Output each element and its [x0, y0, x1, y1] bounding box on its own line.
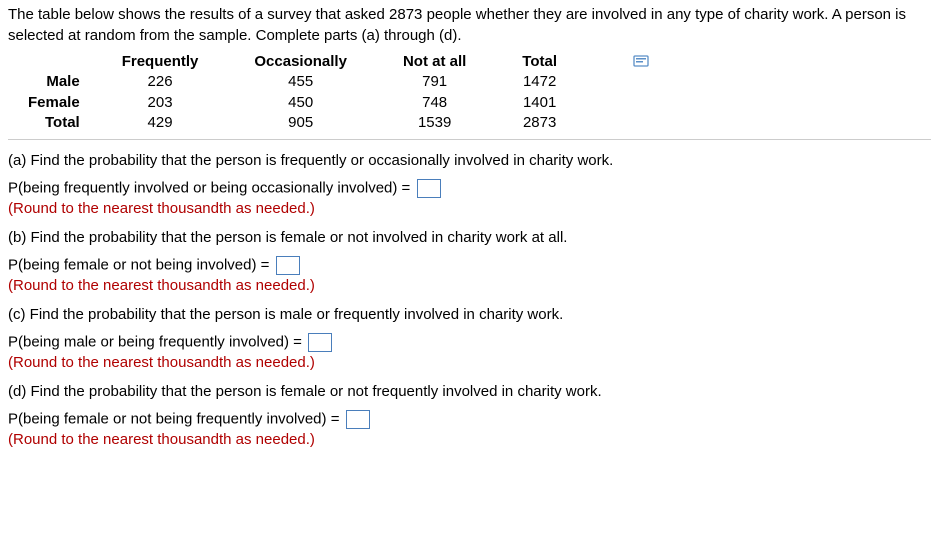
question-c: (c) Find the probability that the person…	[8, 304, 931, 325]
cell: 1401	[494, 93, 585, 113]
answer-line-c: P(being male or being frequently involve…	[8, 333, 931, 352]
table-corner	[28, 52, 94, 72]
table-row: Female 203 450 748 1401	[28, 93, 677, 113]
col-header: Frequently	[94, 52, 227, 72]
answer-input-d[interactable]	[346, 410, 370, 429]
table-row: Male 226 455 791 1472	[28, 72, 677, 92]
help-cell	[585, 52, 677, 72]
answer-line-d: P(being female or not being frequently i…	[8, 410, 931, 429]
question-b: (b) Find the probability that the person…	[8, 227, 931, 248]
answer-input-c[interactable]	[308, 333, 332, 352]
cell: 2873	[494, 113, 585, 133]
cell: 748	[375, 93, 494, 113]
cell: 450	[226, 93, 375, 113]
row-label: Male	[28, 72, 94, 92]
answer-label: P(being female or not being involved) =	[8, 256, 269, 273]
question-a: (a) Find the probability that the person…	[8, 150, 931, 171]
col-header: Not at all	[375, 52, 494, 72]
row-label: Total	[28, 113, 94, 133]
table-row: Total 429 905 1539 2873	[28, 113, 677, 133]
cell: 455	[226, 72, 375, 92]
survey-table: Frequently Occasionally Not at all Total…	[28, 52, 677, 133]
problem-intro: The table below shows the results of a s…	[8, 4, 931, 46]
help-icon[interactable]	[633, 55, 649, 69]
answer-input-a[interactable]	[417, 179, 441, 198]
row-label: Female	[28, 93, 94, 113]
cell: 429	[94, 113, 227, 133]
cell: 1539	[375, 113, 494, 133]
cell: 1472	[494, 72, 585, 92]
hint-a: (Round to the nearest thousandth as need…	[8, 200, 931, 217]
hint-d: (Round to the nearest thousandth as need…	[8, 431, 931, 448]
col-header: Occasionally	[226, 52, 375, 72]
question-d: (d) Find the probability that the person…	[8, 381, 931, 402]
divider	[8, 139, 931, 140]
cell: 226	[94, 72, 227, 92]
answer-label: P(being female or not being frequently i…	[8, 410, 339, 427]
answer-label: P(being frequently involved or being occ…	[8, 179, 410, 196]
cell: 905	[226, 113, 375, 133]
hint-b: (Round to the nearest thousandth as need…	[8, 277, 931, 294]
answer-input-b[interactable]	[276, 256, 300, 275]
cell: 791	[375, 72, 494, 92]
col-header: Total	[494, 52, 585, 72]
hint-c: (Round to the nearest thousandth as need…	[8, 354, 931, 371]
answer-line-b: P(being female or not being involved) =	[8, 256, 931, 275]
answer-line-a: P(being frequently involved or being occ…	[8, 179, 931, 198]
cell: 203	[94, 93, 227, 113]
answer-label: P(being male or being frequently involve…	[8, 333, 302, 350]
